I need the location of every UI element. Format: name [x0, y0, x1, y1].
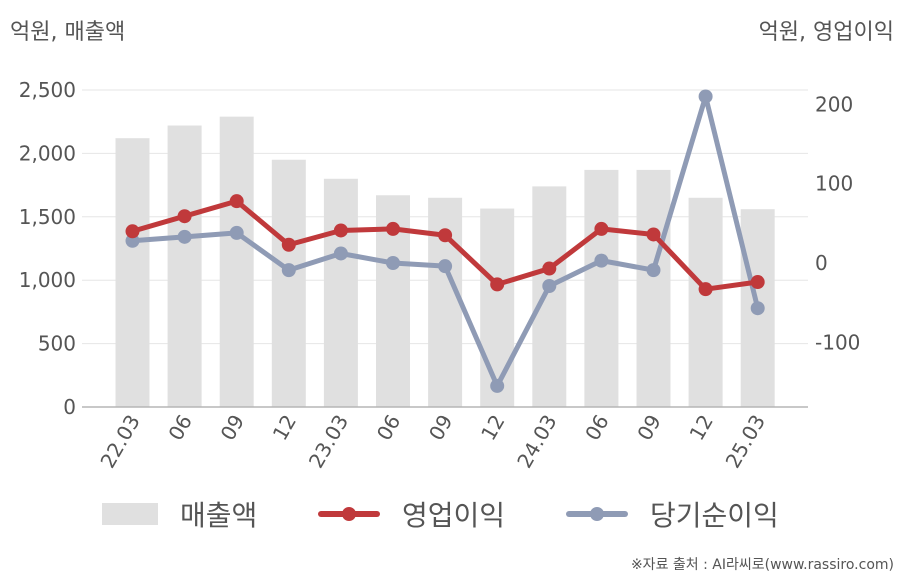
operating-profit-point: [750, 275, 765, 290]
x-tick-label: 12: [684, 411, 718, 445]
net-income-point: [333, 246, 348, 261]
legend: 매출액 영업이익 당기순이익: [0, 492, 908, 536]
revenue-bar: [167, 125, 202, 407]
operating-profit-point: [542, 261, 557, 276]
x-tick-label: 06: [163, 411, 197, 445]
x-tick-label: 09: [424, 411, 458, 445]
x-tick-label: 25.03: [721, 411, 770, 473]
revenue-bar: [480, 208, 515, 407]
net-income-point: [229, 225, 244, 240]
legend-item-revenue: 매출액: [102, 492, 257, 536]
revenue-bar: [636, 169, 671, 407]
legend-label-net-income: 당기순이익: [650, 499, 779, 532]
revenue-bar: [532, 186, 567, 407]
revenue-bar: [219, 116, 254, 408]
revenue-bar: [584, 169, 619, 407]
source-note: ※자료 출처 : AI라씨로(www.rassiro.com): [630, 557, 894, 573]
chart: 0 500 1,000 1,500 2,000 2,500 -100 0 100 200 22.03…: [19, 78, 861, 473]
x-tick-label: 24.03: [512, 411, 561, 473]
x-tick-label: 12: [476, 411, 510, 445]
operating-profit-point: [438, 228, 453, 243]
legend-item-operating-profit: 영업이익: [318, 492, 505, 536]
x-tick-label: 12: [268, 411, 302, 445]
x-tick-label: 06: [580, 411, 614, 445]
x-tick-label: 09: [632, 411, 666, 445]
x-tick-label: 09: [216, 411, 250, 445]
operating-profit-point: [333, 223, 348, 238]
right-axis-unit: 억원, 영업이익: [758, 20, 894, 45]
operating-profit-point: [177, 209, 192, 224]
net-income-point: [177, 229, 192, 244]
operating-profit-point: [281, 237, 296, 252]
net-income-point: [386, 256, 400, 270]
legend-swatch-operating-profit: [318, 503, 380, 525]
right-tick-label: 0: [815, 251, 828, 275]
left-tick-label: 500: [38, 332, 76, 356]
legend-label-revenue: 매출액: [180, 499, 258, 532]
operating-profit-point: [646, 227, 661, 242]
right-tick-label: -100: [815, 330, 860, 354]
legend-swatch-net-income: [566, 503, 628, 525]
left-tick-label: 2,000: [19, 141, 76, 165]
operating-profit-point: [386, 221, 400, 236]
x-tick-label: 22.03: [95, 411, 144, 473]
net-income-point: [646, 263, 661, 278]
left-axis-unit: 억원, 매출액: [10, 20, 126, 45]
left-tick-label: 1,000: [19, 268, 76, 292]
operating-profit-point: [490, 277, 505, 292]
operating-profit-point: [125, 224, 140, 239]
net-income-point: [490, 378, 505, 393]
legend-swatch-revenue: [102, 503, 158, 525]
operating-profit-point: [229, 194, 244, 209]
right-tick-label: 100: [815, 172, 853, 196]
operating-profit-point: [698, 282, 713, 297]
revenue-bar: [271, 159, 306, 407]
legend-item-net-income: 당기순이익: [566, 492, 779, 536]
revenue-bar: [688, 197, 723, 407]
x-tick-label: 06: [372, 411, 406, 445]
x-tick-label: 23.03: [304, 411, 353, 473]
legend-label-operating-profit: 영업이익: [402, 499, 506, 532]
operating-profit-point: [594, 221, 609, 236]
net-income-point: [281, 263, 296, 278]
revenue-bar: [323, 178, 358, 407]
net-income-point: [750, 301, 765, 316]
net-income-point: [698, 89, 713, 104]
revenue-bar: [115, 138, 150, 407]
right-tick-label: 200: [815, 92, 853, 116]
left-tick-label: 0: [63, 395, 76, 419]
net-income-point: [438, 259, 453, 274]
net-income-point: [594, 253, 609, 268]
net-income-point: [542, 278, 557, 293]
left-tick-label: 2,500: [19, 78, 76, 102]
left-tick-label: 1,500: [19, 205, 76, 229]
